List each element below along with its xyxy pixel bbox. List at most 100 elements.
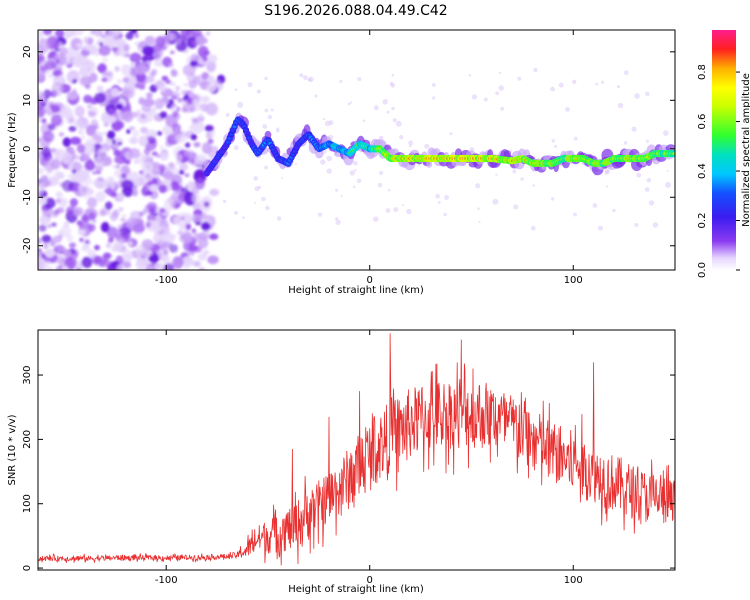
- noise-speckle: [663, 130, 669, 136]
- noise-blob: [113, 95, 120, 104]
- noise-blob: [44, 248, 55, 258]
- noise-blob: [72, 161, 82, 172]
- noise-blob: [206, 60, 217, 73]
- noise-speckle: [387, 188, 391, 192]
- noise-blob: [38, 224, 47, 232]
- noise-speckle: [617, 102, 624, 109]
- noise-blob: [205, 102, 218, 116]
- noise-blob: [145, 173, 150, 179]
- noise-speckle: [262, 124, 268, 129]
- noise-speckle: [565, 107, 570, 112]
- noise-blob: [158, 164, 166, 172]
- noise-speckle: [598, 225, 603, 231]
- spectrogram-signal-track: [203, 112, 675, 177]
- noise-blob: [200, 103, 208, 112]
- noise-blob: [141, 103, 151, 113]
- noise-blob: [109, 191, 118, 198]
- noise-blob: [170, 69, 178, 77]
- noise-blob: [43, 197, 56, 209]
- noise-speckle: [270, 108, 274, 112]
- noise-speckle: [222, 199, 227, 204]
- noise-blob: [77, 52, 82, 56]
- noise-blob: [58, 132, 65, 137]
- x-tick-label: -100: [155, 275, 178, 286]
- noise-blob: [68, 150, 76, 155]
- noise-blob: [159, 111, 168, 119]
- snr-series-line: [38, 333, 675, 566]
- noise-blob: [198, 113, 204, 119]
- noise-blob: [38, 99, 45, 110]
- noise-blob: [69, 136, 82, 145]
- noise-blob: [106, 70, 113, 77]
- noise-blob: [92, 179, 98, 187]
- spectrogram-plot-frame: [37, 29, 676, 271]
- noise-speckle: [314, 94, 318, 98]
- y-tick-label: 100: [22, 494, 33, 513]
- noise-blob: [148, 254, 160, 263]
- noise-speckle: [294, 163, 297, 166]
- noise-speckle: [254, 201, 257, 204]
- noise-blob: [127, 241, 133, 246]
- noise-blob: [194, 177, 206, 190]
- noise-blob: [172, 103, 177, 108]
- noise-speckle: [339, 79, 343, 84]
- noise-speckle: [533, 67, 538, 73]
- noise-speckle: [393, 207, 399, 213]
- noise-blob: [102, 57, 108, 63]
- noise-blob: [88, 212, 96, 220]
- noise-speckle: [500, 106, 505, 111]
- noise-speckle: [573, 212, 577, 217]
- noise-blob: [154, 262, 165, 270]
- noise-speckle: [347, 102, 351, 106]
- noise-blob: [172, 110, 179, 118]
- noise-speckle: [349, 170, 356, 176]
- noise-blob: [42, 130, 55, 143]
- y-tick-label: 200: [22, 430, 33, 449]
- noise-blob: [86, 197, 98, 209]
- noise-blob: [130, 62, 137, 68]
- noise-speckle: [225, 113, 230, 117]
- noise-blob: [72, 255, 78, 261]
- noise-blob: [55, 152, 62, 160]
- noise-speckle: [477, 207, 480, 210]
- noise-blob: [97, 177, 104, 182]
- noise-speckle: [307, 78, 312, 82]
- noise-blob: [170, 95, 178, 101]
- noise-speckle: [256, 89, 261, 94]
- noise-blob: [137, 48, 143, 52]
- noise-blob: [116, 264, 123, 270]
- noise-blob: [190, 133, 197, 141]
- noise-blob: [41, 234, 52, 243]
- colorbar-tick-label: 0.0: [697, 262, 708, 278]
- colorbar-ticks: 0.0 0.2 0.4 0.6 0.8: [697, 64, 740, 278]
- noise-blob: [197, 45, 209, 59]
- noise-speckle: [408, 140, 414, 146]
- noise-blob: [89, 72, 98, 83]
- noise-blob: [85, 84, 91, 90]
- noise-speckle: [617, 85, 620, 89]
- colorbar-gradient: [712, 30, 736, 270]
- noise-blob: [68, 242, 77, 249]
- noise-blob: [116, 191, 125, 201]
- noise-blob: [69, 198, 78, 207]
- noise-blob: [91, 219, 97, 223]
- noise-blob: [81, 256, 93, 268]
- snr-y-axis-title: SNR (10 * v/v): [7, 414, 18, 485]
- noise-blob: [132, 223, 146, 233]
- noise-speckle: [645, 139, 649, 143]
- noise-speckle: [483, 97, 488, 102]
- noise-speckle: [264, 165, 269, 170]
- noise-blob: [107, 107, 115, 114]
- noise-blob: [87, 188, 95, 195]
- noise-speckle: [253, 176, 258, 181]
- noise-blob: [186, 226, 191, 231]
- noise-blob: [203, 201, 210, 207]
- noise-speckle: [478, 220, 481, 223]
- colorbar-tick-label: 0.4: [697, 163, 708, 179]
- noise-blob: [202, 249, 210, 256]
- noise-blob: [46, 224, 52, 229]
- noise-blob: [77, 229, 86, 236]
- track-halo: [426, 160, 433, 168]
- noise-blob: [122, 77, 130, 83]
